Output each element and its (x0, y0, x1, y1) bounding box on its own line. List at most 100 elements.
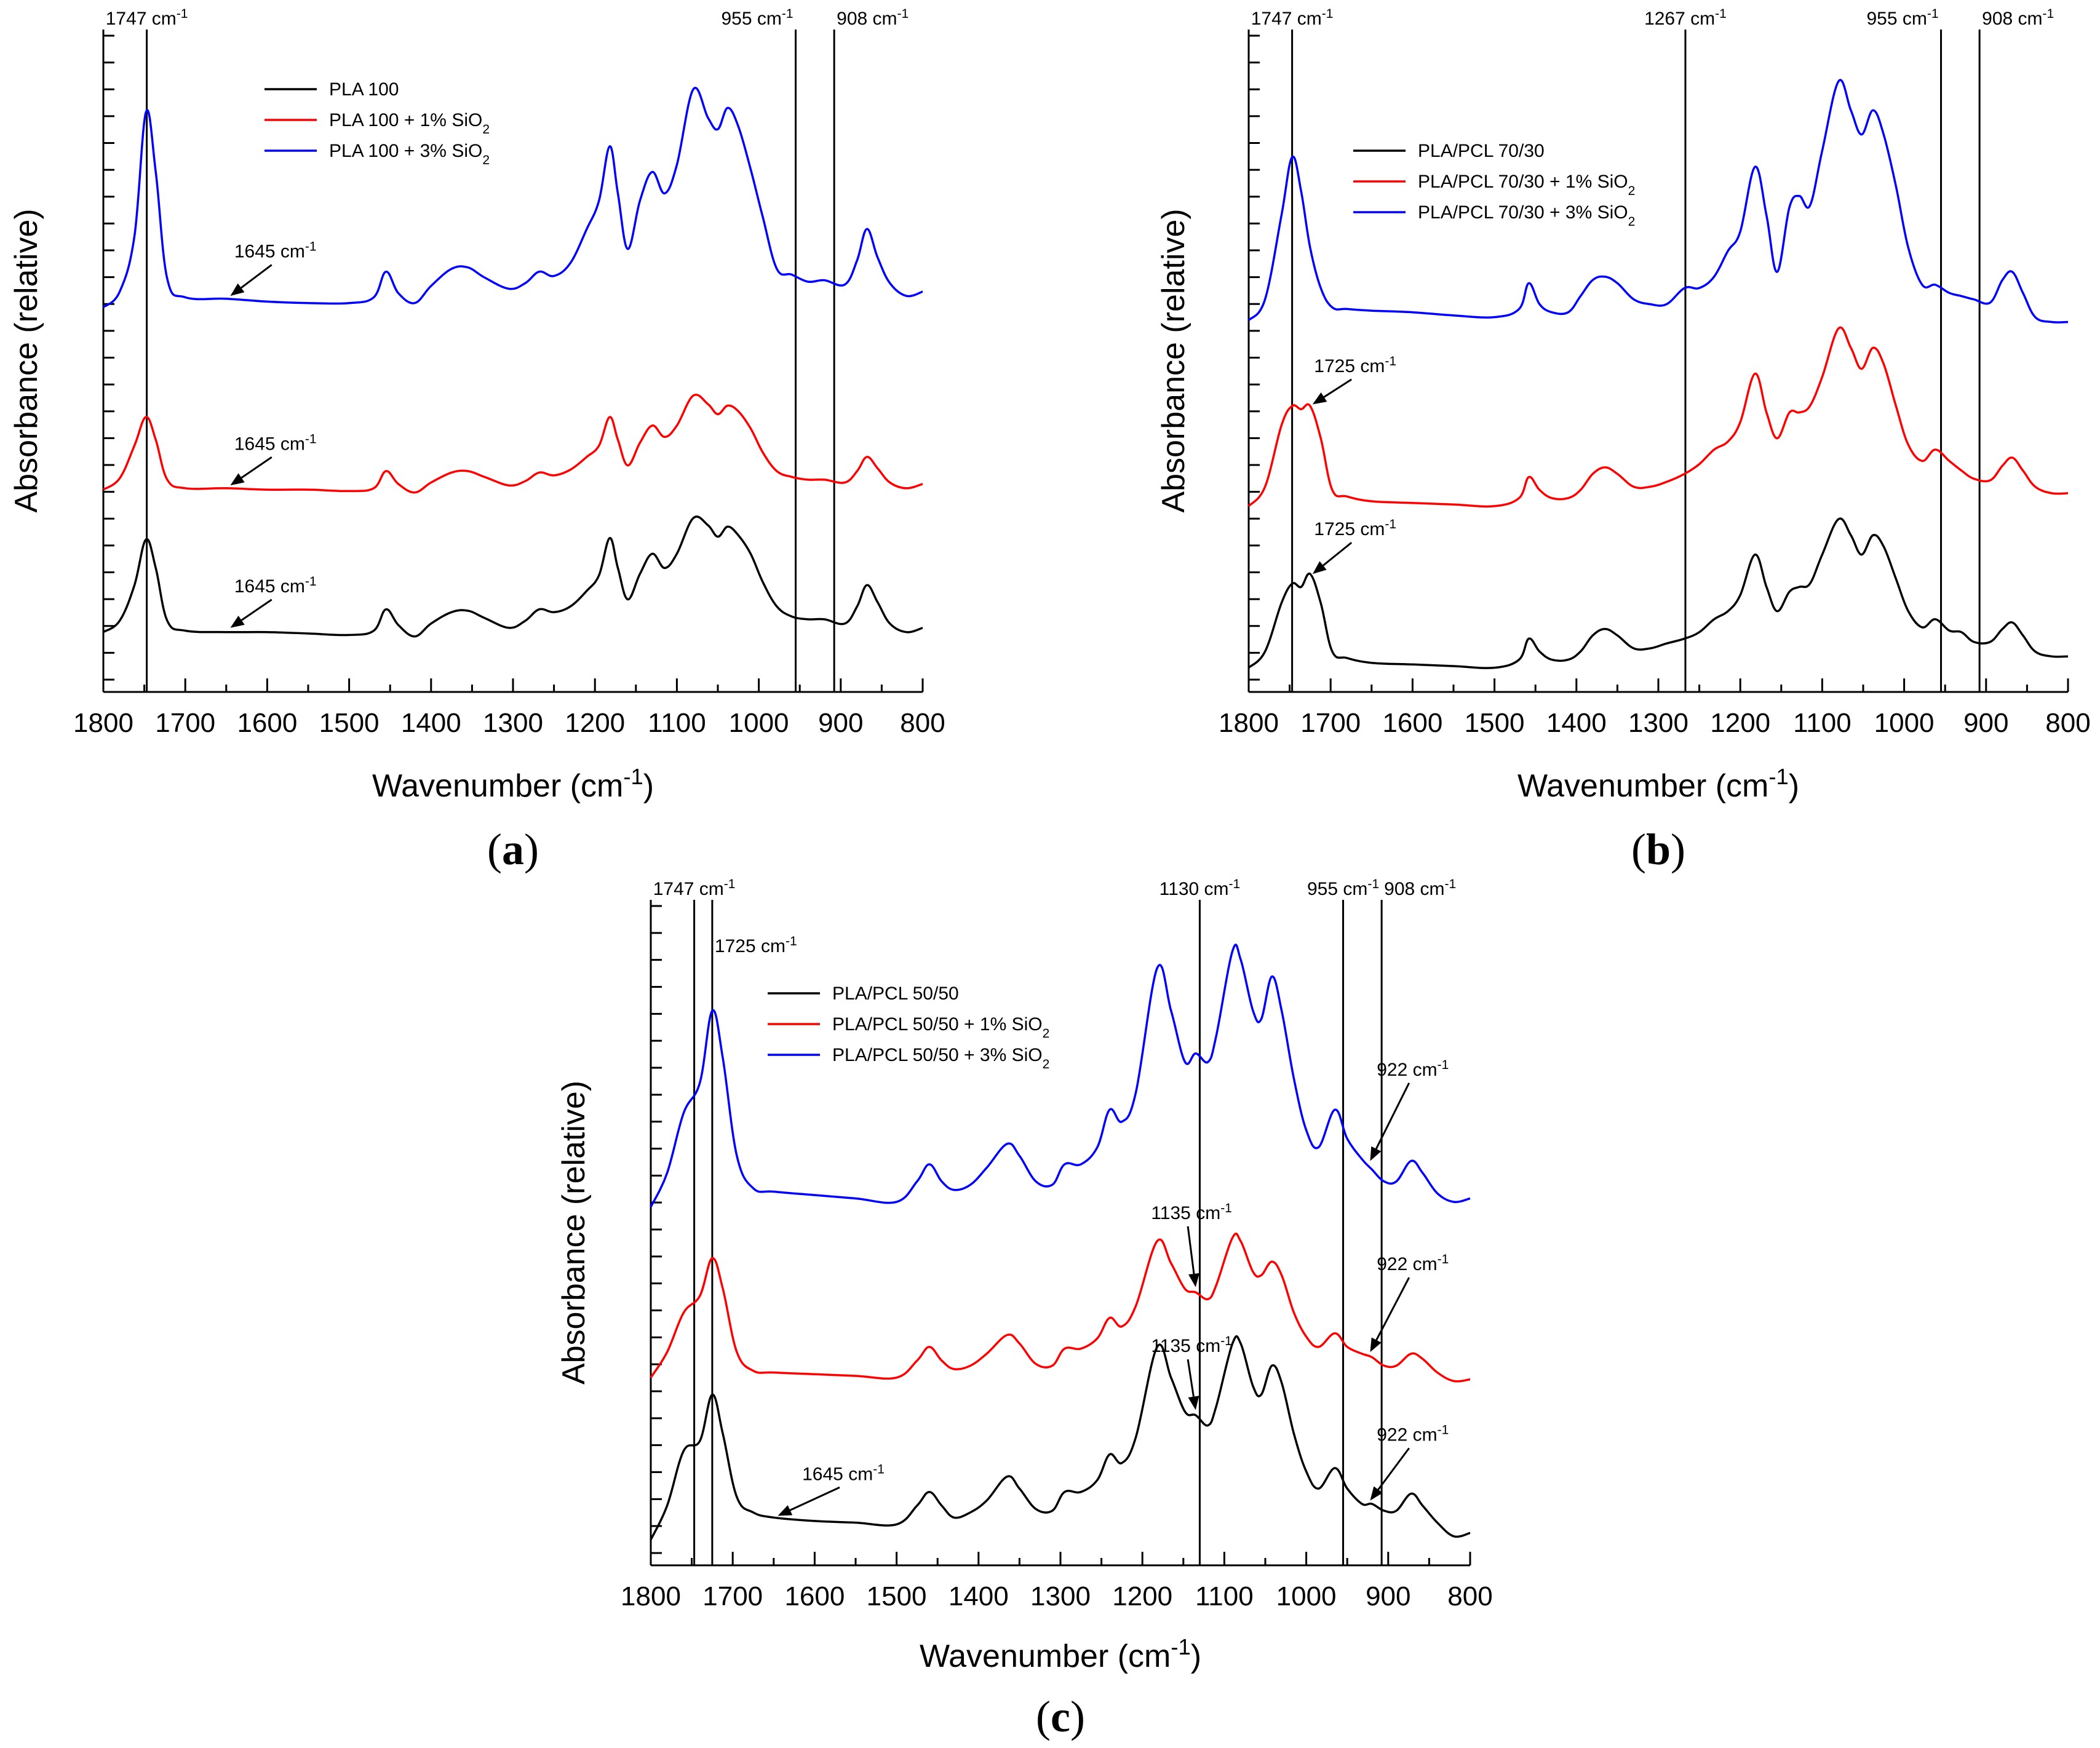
x-tick-label: 800 (900, 708, 945, 738)
annotation-label-superscript: -1 (873, 1462, 885, 1476)
annotation-arrow (1323, 378, 1352, 398)
y-axis-title: Absorbance (relative) (556, 1081, 592, 1384)
legend-label: PLA/PCL 50/50 + 3% SiO2 (832, 1045, 1049, 1071)
x-tick-label: 900 (1963, 708, 2008, 738)
x-axis-title-superscript: -1 (1171, 1634, 1190, 1659)
reference-line-label-superscript: -1 (897, 7, 909, 21)
arrowhead (778, 1505, 793, 1516)
reference-line-label: 1725 cm-1 (715, 934, 797, 957)
arrowhead (1370, 1146, 1382, 1161)
x-axis-title-end: ) (643, 768, 654, 804)
annotation-label: 1725 cm-1 (1314, 517, 1396, 540)
annotation-label: 1725 cm-1 (1314, 354, 1396, 376)
annotation-label-text: 922 cm (1377, 1254, 1437, 1274)
annotation-label-superscript: -1 (1438, 1057, 1449, 1071)
reference-line-label-text: 1747 cm (653, 879, 724, 899)
annotation-label-text: 1645 cm (234, 434, 305, 454)
annotation-label: 1135 cm-1 (1151, 1334, 1232, 1357)
reference-line-label-text: 1130 cm (1159, 879, 1229, 899)
y-axis-title: Absorbance (relative) (9, 209, 44, 512)
reference-line-label-superscript: -1 (1367, 877, 1379, 891)
annotation-label-text: 922 cm (1377, 1060, 1437, 1080)
panel-label-letter: a (502, 825, 524, 874)
legend-label: PLA/PCL 50/50 (832, 983, 959, 1004)
annotation-arrow (1375, 1277, 1410, 1341)
annotation-label-superscript: -1 (1438, 1423, 1449, 1437)
annotation-arrow (1375, 1083, 1410, 1150)
reference-line-label-superscript: -1 (786, 934, 797, 948)
x-tick-label: 1000 (1276, 1581, 1337, 1611)
x-tick-label: 1500 (1465, 708, 1525, 738)
reference-line-label: 1747 cm-1 (1251, 7, 1334, 30)
x-tick-label: 1800 (1219, 708, 1279, 738)
reference-line-label-text: 1267 cm (1644, 9, 1715, 29)
arrowhead (230, 283, 245, 296)
series-line-blue (1247, 79, 2069, 324)
panel-label-letter: b (1646, 825, 1671, 874)
x-tick-label: 1800 (73, 708, 133, 738)
legend-label-text: PLA/PCL 50/50 (832, 983, 959, 1004)
legend-label-text: PLA/PCL 50/50 + 3% SiO (832, 1045, 1043, 1065)
annotation-label-superscript: -1 (305, 574, 317, 588)
panel-label-open: ( (1036, 1692, 1051, 1741)
x-tick-label: 1600 (1382, 708, 1442, 738)
annotation-arrow (1187, 1226, 1195, 1274)
arrowhead (230, 615, 245, 628)
legend-label: PLA/PCL 70/30 (1418, 141, 1545, 161)
legend-label-text: PLA/PCL 70/30 (1418, 141, 1545, 161)
annotation-arrow (789, 1486, 840, 1511)
series-line-black (103, 515, 923, 638)
annotation-label: 1135 cm-1 (1151, 1201, 1232, 1223)
annotation-label: 1645 cm-1 (234, 574, 317, 597)
x-tick-label: 1200 (1112, 1581, 1172, 1611)
legend-label: PLA/PCL 70/30 + 1% SiO2 (1418, 172, 1635, 198)
legend-label-subscript: 2 (1628, 184, 1636, 198)
annotation-label: 1645 cm-1 (802, 1462, 885, 1485)
annotation-label-superscript: -1 (1438, 1252, 1449, 1266)
annotation-label: 1645 cm-1 (234, 432, 317, 455)
reference-line-label: 908 cm-1 (837, 7, 909, 30)
legend-label-subscript: 2 (482, 122, 490, 137)
x-axis-title: Wavenumber (cm-1) (1517, 764, 1799, 804)
x-tick-label: 1600 (784, 1581, 845, 1611)
reference-line-label: 955 cm-1 (721, 7, 793, 30)
legend-label-subscript: 2 (1628, 215, 1636, 229)
x-tick-label: 1700 (1300, 708, 1361, 738)
reference-line-label-text: 1747 cm (106, 9, 177, 29)
annotation-label: 1645 cm-1 (234, 239, 317, 262)
x-tick-label: 900 (818, 708, 863, 738)
legend-label-subscript: 2 (482, 153, 490, 167)
panel-a: 1800 1700 1600 1500 1400 1300 1200 1100 1000 900 8… (9, 7, 945, 875)
reference-line-label-text: 908 cm (1384, 879, 1444, 899)
panel-label: (b) (1631, 825, 1685, 874)
x-tick-label: 1100 (1195, 1581, 1254, 1611)
arrowhead (230, 473, 245, 486)
reference-line-label-superscript: -1 (1927, 7, 1939, 21)
x-tick-label: 1000 (1874, 708, 1935, 738)
legend-label-subscript: 2 (1043, 1057, 1050, 1071)
annotation-label-text: 1645 cm (234, 576, 305, 597)
panel-c: 1800 1700 1600 1500 1400 1300 1200 1100 1000 900 8… (556, 877, 1493, 1742)
x-tick-label: 800 (1447, 1581, 1492, 1611)
annotation-label-text: 1645 cm (234, 242, 305, 262)
annotation-label-superscript: -1 (305, 432, 317, 446)
reference-line-label: 1747 cm-1 (106, 7, 188, 30)
legend-label-text: PLA 100 + 1% SiO (329, 110, 482, 130)
annotation-label-text: 1135 cm (1151, 1203, 1220, 1223)
reference-line-label-superscript: -1 (724, 877, 736, 891)
annotation-label-text: 1725 cm (1314, 356, 1385, 376)
x-tick-label: 1600 (237, 708, 297, 738)
annotation-arrow (1187, 1359, 1195, 1397)
annotation-label: 922 cm-1 (1377, 1423, 1449, 1445)
x-axis-title-end: ) (1789, 768, 1799, 804)
annotation-label-text: 922 cm (1377, 1424, 1437, 1445)
reference-line-label: 1747 cm-1 (653, 877, 736, 900)
legend-label-text: PLA/PCL 50/50 + 1% SiO (832, 1014, 1043, 1035)
annotation-label: 922 cm-1 (1377, 1057, 1449, 1080)
annotation-label-text: 1645 cm (802, 1464, 873, 1484)
reference-line-label-text: 955 cm (721, 9, 781, 29)
arrowhead (1370, 1486, 1383, 1501)
panel-label-letter: c (1051, 1692, 1070, 1741)
x-tick-label: 1400 (1546, 708, 1607, 738)
reference-line-label-superscript: -1 (1715, 7, 1727, 21)
